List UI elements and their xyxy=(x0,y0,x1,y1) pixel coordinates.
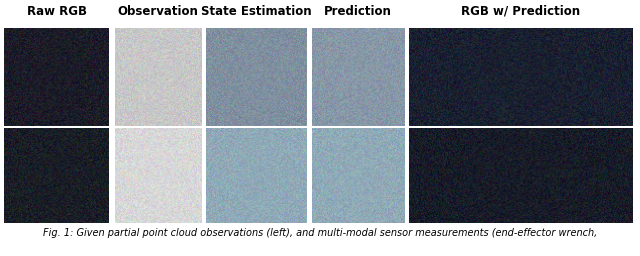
Text: Raw RGB: Raw RGB xyxy=(27,5,87,18)
Text: State Estimation: State Estimation xyxy=(201,5,312,18)
Text: RGB w/ Prediction: RGB w/ Prediction xyxy=(461,5,580,18)
Text: Fig. 1: Given partial point cloud observations (left), and multi-modal sensor me: Fig. 1: Given partial point cloud observ… xyxy=(43,228,597,238)
Text: Prediction: Prediction xyxy=(324,5,392,18)
Text: Observation: Observation xyxy=(117,5,198,18)
